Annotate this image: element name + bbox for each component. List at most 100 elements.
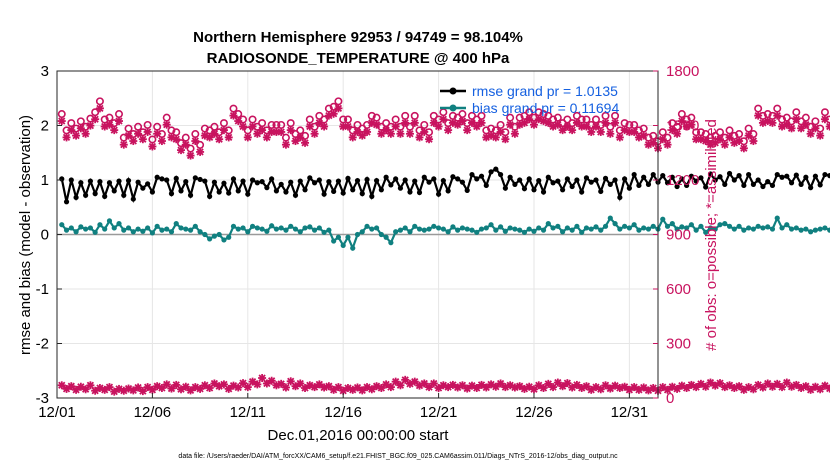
legend-label: bias grand pr = 0.11694 [472, 100, 619, 116]
rmse-point [674, 183, 680, 190]
obs-assimilated-marker [768, 118, 777, 127]
bias-point [288, 223, 294, 229]
bias-point [383, 234, 389, 240]
rmse-point [650, 171, 656, 178]
rmse-point [536, 177, 542, 184]
bias-point [450, 224, 456, 230]
bias-point [798, 227, 804, 233]
rmse-point [765, 179, 771, 185]
bias-point [202, 231, 208, 238]
bias-point [769, 226, 776, 232]
rmse-point [192, 175, 198, 181]
bias-point [674, 226, 680, 232]
rmse-point [669, 174, 675, 180]
bias-point [235, 226, 241, 232]
rmse-point [373, 177, 380, 184]
obs-assimilated-marker [301, 138, 310, 147]
rmse-point [493, 166, 499, 172]
legend-label: rmse grand pr = 1.0135 [472, 83, 618, 99]
rmse-point [793, 172, 799, 178]
bias-point [517, 227, 523, 233]
bias-point [173, 221, 179, 227]
rmse-point [784, 173, 790, 179]
rmse-point [660, 173, 666, 179]
rmse-point [550, 180, 556, 186]
rmse-point [736, 173, 742, 179]
rmse-point [335, 178, 342, 184]
obs-assimilated-marker [396, 129, 405, 138]
obs-assimilated-marker [348, 133, 357, 142]
bias-point [73, 229, 79, 235]
bias-point [440, 226, 446, 232]
obs-assimilated-marker [525, 115, 534, 124]
rmse-point [602, 175, 609, 181]
obs-assimilated-marker [463, 126, 472, 135]
bias-point [550, 225, 556, 231]
bias-point [345, 234, 351, 240]
rmse-point [502, 185, 508, 191]
rmse-point [145, 181, 151, 187]
rmse-point [340, 190, 346, 196]
obs-assimilated-marker [138, 135, 147, 144]
rmse-point [569, 183, 575, 190]
bias-point [693, 227, 699, 233]
obs-assimilated-marker [477, 118, 486, 127]
bias-point [626, 225, 632, 231]
bias-point [211, 233, 218, 239]
bias-point [598, 227, 604, 233]
obs-assimilated-marker [711, 138, 720, 147]
rmse-point [59, 176, 65, 182]
y-axis-label-right: # of obs: o=possible; *=assimilated [703, 119, 720, 351]
bias-point [269, 223, 275, 229]
bias-point [679, 224, 685, 230]
obs-assimilated-marker [258, 374, 267, 383]
bias-point [588, 226, 594, 232]
rmse-point [593, 177, 599, 183]
bias-series [59, 215, 830, 252]
rmse-point [746, 171, 752, 178]
obs-possible-marker [792, 108, 801, 117]
obs-assimilated-marker [215, 135, 224, 144]
bias-point [741, 227, 747, 233]
rmse-point [435, 191, 442, 197]
bias-point [97, 222, 103, 228]
y-axis-label-left: rmse and bias (model - observation) [17, 115, 34, 355]
legend-marker [449, 87, 457, 95]
bias-point [311, 227, 318, 233]
obs-assimilated-marker [177, 146, 186, 155]
bias-point [650, 223, 656, 229]
bias-point [307, 224, 313, 230]
obs-assimilated-marker [749, 137, 758, 146]
bias-point [722, 221, 728, 227]
rmse-point [92, 191, 98, 197]
bias-point [540, 227, 547, 233]
bias-point [292, 226, 299, 232]
data-file-note: data file: /Users/raeder/DAI/ATM_forcXX/… [178, 453, 618, 460]
rmse-point [755, 177, 761, 183]
bias-point [59, 222, 65, 228]
rmse-point [254, 180, 260, 186]
rmse-point [345, 175, 351, 181]
bias-point [230, 223, 237, 229]
bias-point [321, 229, 327, 235]
obs-assimilated-marker [716, 379, 725, 388]
obs-assimilated-marker [334, 104, 343, 113]
obs-assimilated-marker [673, 129, 682, 138]
rmse-point [154, 174, 160, 180]
rmse-point [125, 177, 132, 184]
obs-assimilated-marker [181, 140, 190, 149]
obs-assimilated-marker [510, 129, 519, 138]
rmse-point [455, 176, 461, 182]
obs-assimilated-marker [568, 126, 577, 135]
obs-assimilated-marker [720, 140, 729, 149]
x-axis-label: Dec.01,2016 00:00:00 start [268, 427, 450, 444]
obs-possible-marker [677, 110, 686, 119]
rmse-point [259, 179, 265, 185]
obs-assimilated-marker [663, 140, 672, 149]
rmse-point [507, 174, 513, 180]
bias-point [63, 227, 70, 233]
obs-assimilated-marker [281, 140, 290, 149]
obs-assimilated-marker [239, 122, 248, 131]
obs-assimilated-marker [363, 127, 372, 136]
bias-point [149, 230, 155, 236]
